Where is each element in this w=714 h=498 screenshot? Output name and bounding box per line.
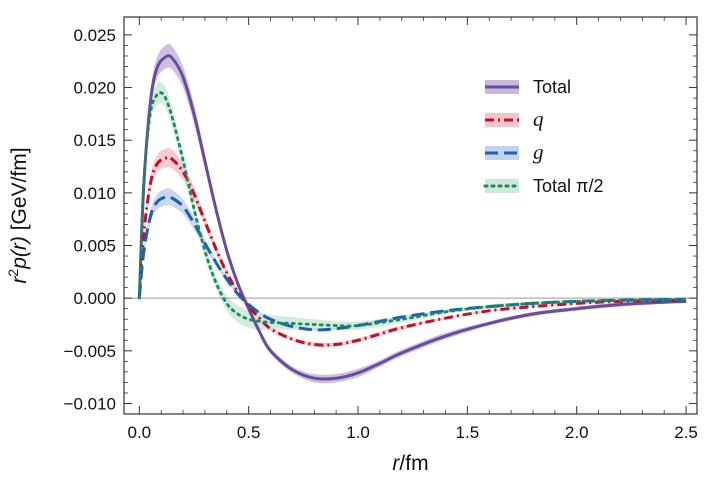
line-total-2	[137, 90, 688, 328]
tick-labels: 0.0 0.5 1.0 1.5 2.0 2.5 −0.010 −0.005 0.000 0.005…	[64, 26, 698, 442]
legend-band-q	[485, 113, 519, 127]
legend: Total qg Total π/2	[483, 77, 603, 196]
x-axis-label: r/fm	[392, 452, 428, 475]
plot-frame	[123, 16, 698, 415]
axis-ticks	[124, 17, 697, 414]
y-axis-unit: [GeV/fm]	[8, 147, 31, 236]
legend-band-g	[485, 146, 519, 160]
line-total	[137, 54, 687, 381]
y-axis-superscript: 2	[5, 269, 21, 277]
y-tick-label: −0.010	[64, 394, 116, 413]
legend-label-total-2: Total π/2	[533, 176, 603, 196]
x-tick-label: 0.0	[127, 423, 151, 442]
x-axis-variable: r	[392, 452, 400, 475]
line-q	[137, 155, 687, 347]
y-axis-label: r2p(r) [GeV/fm]	[5, 147, 31, 283]
legend-label-total: Total	[533, 77, 571, 97]
x-tick-label: 2.5	[674, 423, 698, 442]
series-lines	[137, 54, 688, 381]
legend-label-q: q	[533, 107, 544, 131]
legend-label-g: g	[533, 140, 544, 164]
x-tick-label: 1.5	[456, 423, 480, 442]
x-tick-label: 2.0	[565, 423, 589, 442]
y-tick-label: 0.000	[73, 289, 116, 308]
x-tick-label: 1.0	[346, 423, 370, 442]
x-tick-label: 0.5	[237, 423, 261, 442]
y-tick-label: 0.020	[73, 79, 116, 98]
y-axis-function: p(r)	[8, 236, 31, 270]
y-tick-label: 0.015	[73, 131, 116, 150]
y-tick-label: −0.005	[64, 342, 116, 361]
y-tick-label: 0.005	[73, 237, 116, 256]
y-tick-label: 0.010	[73, 184, 116, 203]
y-tick-label: 0.025	[73, 26, 116, 45]
y-axis-variable: r	[8, 276, 31, 284]
x-axis-unit: /fm	[399, 452, 428, 475]
